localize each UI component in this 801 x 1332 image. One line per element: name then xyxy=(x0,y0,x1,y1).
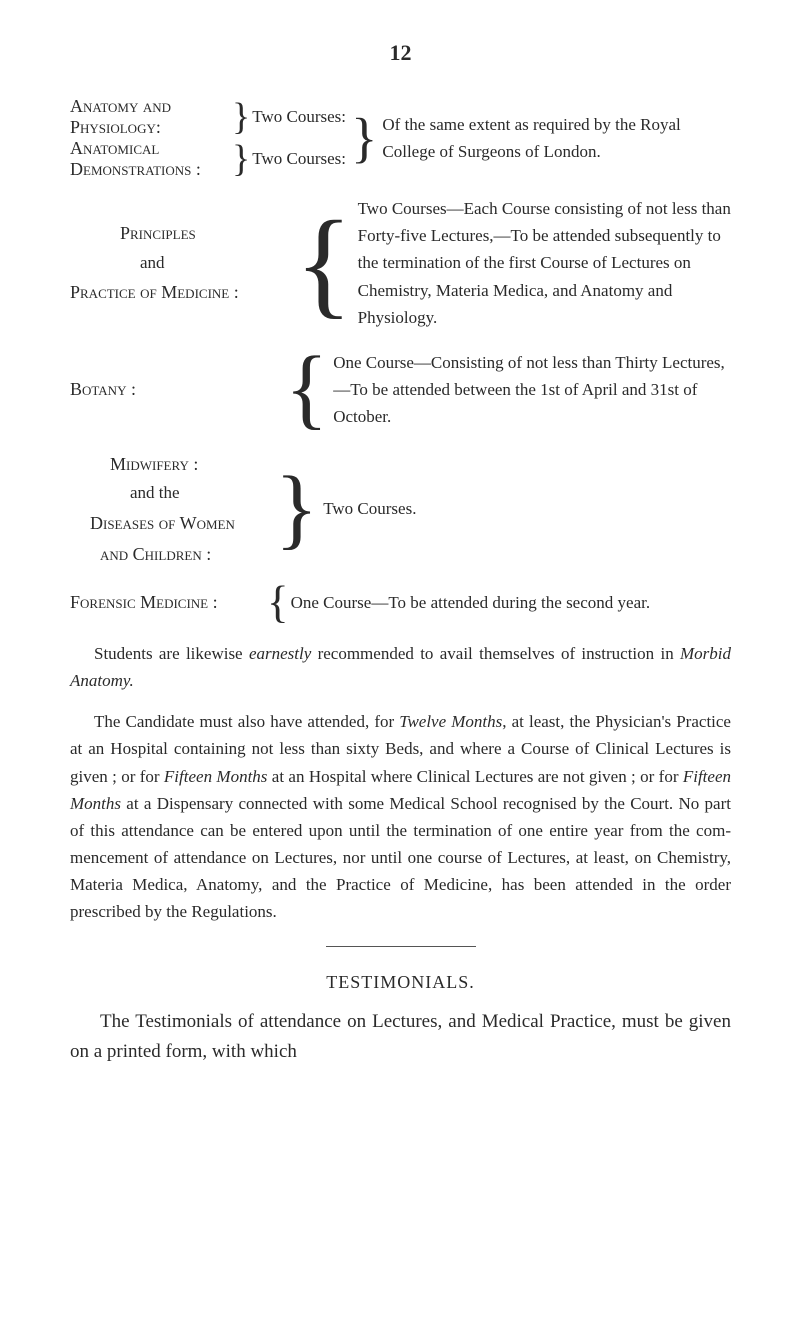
forensic-block: Forensic Medicine : { One Course—To be a… xyxy=(70,587,731,618)
label-practice-medicine: Practice of Medicine : xyxy=(70,277,290,308)
heading-testimonials: TESTIMONIALS. xyxy=(70,972,731,993)
brace-icon: { xyxy=(265,591,291,614)
brace-icon: { xyxy=(155,351,333,428)
anatomy-description: Of the same extent as required by the Ro… xyxy=(382,111,731,165)
medicine-description: Two Courses—Each Course consisting of no… xyxy=(358,195,731,331)
label-anatomy: Anatomy and xyxy=(70,96,230,117)
page-number: 12 xyxy=(70,40,731,66)
text-fragment: Students are likewise xyxy=(94,644,249,663)
emphasis-twelve: Twelve Months xyxy=(399,712,502,731)
brace-icon: } xyxy=(346,115,382,162)
text-fragment: The Candidate must also have attended, f… xyxy=(94,712,399,731)
label-children: and Children : xyxy=(70,539,270,570)
text-fragment: at an Hospital where Clinical Lectures a… xyxy=(267,767,682,786)
divider-line xyxy=(326,946,476,947)
botany-block: Botany : { One Course—Consisting of not … xyxy=(70,349,731,431)
paragraph-testimonials: The Testimonials of attendance on Lectur… xyxy=(70,1007,731,1068)
label-midwifery: Midwifery : xyxy=(70,449,270,480)
paragraph-students: Students are likewise earnestly recommen… xyxy=(70,640,731,694)
emphasis-earnestly: earnestly xyxy=(249,644,311,663)
brace-icon: } xyxy=(270,471,323,548)
brace-icon: } xyxy=(230,108,252,127)
label-principles: Principles xyxy=(70,218,290,249)
forensic-description: One Course—To be attended during the sec… xyxy=(291,589,731,616)
label-forensic: Forensic Medicine : xyxy=(70,587,265,618)
midwifery-block: Midwifery : and the Diseases of Women an… xyxy=(70,449,731,570)
text-fragment: recommended to avail themselves of instr… xyxy=(311,644,680,663)
anatomy-block: Anatomy and Physiology: } Two Courses: A… xyxy=(70,96,731,180)
label-botany: Botany : xyxy=(70,374,155,405)
medicine-block: Principles and Practice of Medicine : { … xyxy=(70,195,731,331)
two-courses-1: Two Courses: xyxy=(252,107,346,127)
label-demonstrations: Demonstrations : xyxy=(70,159,230,180)
label-and: and xyxy=(70,249,290,278)
botany-description: One Course—Consisting of not less than T… xyxy=(333,349,731,431)
emphasis-fifteen1: Fifteen Months xyxy=(164,767,268,786)
two-courses-2: Two Courses: xyxy=(252,149,346,169)
brace-icon: { xyxy=(290,212,358,314)
brace-icon: } xyxy=(230,150,252,169)
label-anatomical: Anatomical xyxy=(70,138,230,159)
paragraph-candidate: The Candidate must also have attended, f… xyxy=(70,708,731,926)
text-fragment: at a Dispensary connected with some Medi… xyxy=(70,794,731,922)
label-physiology: Physiology: xyxy=(70,117,230,138)
label-diseases-women: Diseases of Women xyxy=(70,508,270,539)
midwifery-description: Two Courses. xyxy=(323,495,731,522)
label-andthe: and the xyxy=(70,479,270,508)
